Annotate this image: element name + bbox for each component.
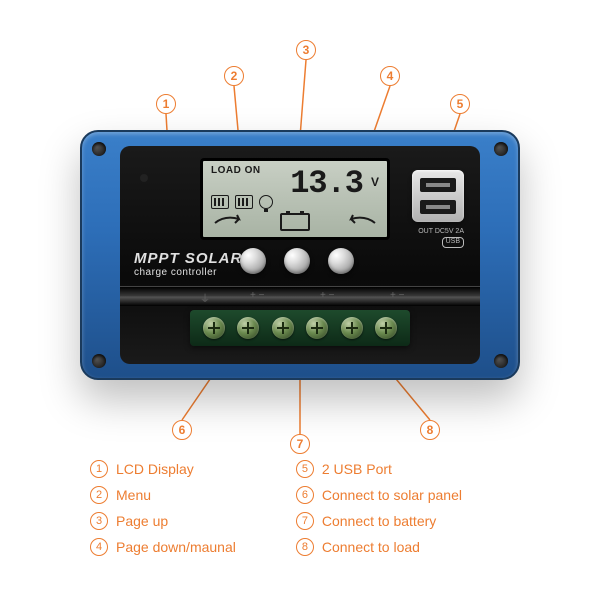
legend-label: Connect to load	[322, 539, 420, 555]
flow-arrow-left	[213, 213, 245, 227]
mount-hole	[92, 142, 106, 156]
terminal-screw[interactable]	[306, 317, 328, 339]
legend-number: 8	[296, 538, 314, 556]
legend-label: LCD Display	[116, 461, 194, 477]
callout-marker-3: 3	[296, 40, 316, 60]
usb-port[interactable]	[420, 200, 456, 214]
usb-port-block[interactable]	[412, 170, 464, 222]
callout-marker-2: 2	[224, 66, 244, 86]
legend-number: 2	[90, 486, 108, 504]
legend-item-2: 2 Menu	[90, 486, 236, 504]
legend-label: Menu	[116, 487, 151, 503]
legend-label: 2 USB Port	[322, 461, 392, 477]
terminal-screw[interactable]	[375, 317, 397, 339]
legend-item-3: 3 Page up	[90, 512, 236, 530]
flow-arrow-right	[345, 213, 377, 227]
legend-item-4: 4 Page down/maunal	[90, 538, 236, 556]
terminal-screw[interactable]	[341, 317, 363, 339]
lcd-display: LOAD ON 13.3 V	[200, 158, 390, 240]
terminal-strip	[190, 310, 410, 346]
lcd-value: 13.3	[290, 165, 363, 202]
legend-item-5: 5 2 USB Port	[296, 460, 462, 478]
legend-number: 5	[296, 460, 314, 478]
callout-marker-1: 1	[156, 94, 176, 114]
brand-text: MPPT SOLAR charge controller	[134, 250, 242, 278]
callout-marker-5: 5	[450, 94, 470, 114]
legend-item-8: 8 Connect to load	[296, 538, 462, 556]
bars-icon	[235, 195, 253, 209]
menu-button[interactable]	[240, 248, 266, 274]
legend-number: 7	[296, 512, 314, 530]
callout-marker-8: 8	[420, 420, 440, 440]
legend-number: 6	[296, 486, 314, 504]
mount-hole	[494, 142, 508, 156]
legend-label: Connect to solar panel	[322, 487, 462, 503]
status-led	[140, 174, 148, 182]
callout-marker-4: 4	[380, 66, 400, 86]
usb-port[interactable]	[420, 178, 456, 192]
legend-number: 4	[90, 538, 108, 556]
legend-item-7: 7 Connect to battery	[296, 512, 462, 530]
legend-number: 1	[90, 460, 108, 478]
solar-icon	[211, 195, 229, 209]
lcd-unit: V	[371, 175, 379, 189]
terminal-screw[interactable]	[272, 317, 294, 339]
terminal-screw[interactable]	[237, 317, 259, 339]
legend-item-6: 6 Connect to solar panel	[296, 486, 462, 504]
terminal-screw[interactable]	[203, 317, 225, 339]
page-up-button[interactable]	[284, 248, 310, 274]
legend-label: Connect to battery	[322, 513, 436, 529]
callout-marker-6: 6	[172, 420, 192, 440]
legend-label: Page up	[116, 513, 168, 529]
battery-icon	[280, 213, 310, 231]
button-row	[240, 248, 354, 274]
callout-marker-7: 7	[290, 434, 310, 454]
mount-hole	[494, 354, 508, 368]
ridge-divider: ⏚ + − + − + −	[120, 286, 480, 306]
mount-hole	[92, 354, 106, 368]
legend-item-1: 1 LCD Display	[90, 460, 236, 478]
usb-label: OUT DC5V 2A USB	[418, 228, 464, 248]
bulb-icon	[259, 195, 273, 209]
legend-number: 3	[90, 512, 108, 530]
device-body: LOAD ON 13.3 V	[80, 130, 520, 380]
legend-label: Page down/maunal	[116, 539, 236, 555]
legend: 1 LCD Display 2 Menu 3 Page up 4 Page down/maun…	[90, 460, 462, 556]
device-face: LOAD ON 13.3 V	[120, 146, 480, 364]
page-down-button[interactable]	[328, 248, 354, 274]
